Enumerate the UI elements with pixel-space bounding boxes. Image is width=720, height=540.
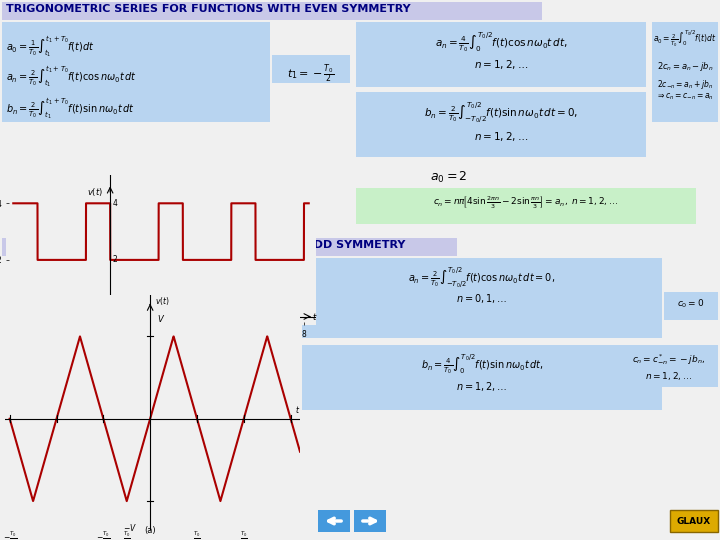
Text: $t$: $t$ — [295, 403, 300, 415]
Bar — [272, 55, 350, 83]
Text: 2: 2 — [112, 255, 117, 265]
Bar — [2, 2, 542, 20]
Text: $t$: $t$ — [312, 311, 318, 322]
Bar — [652, 22, 718, 122]
Text: 4: 4 — [112, 199, 117, 208]
Bar — [354, 510, 386, 532]
Text: $n = 1,2,\ldots$: $n = 1,2,\ldots$ — [474, 58, 528, 71]
Bar — [670, 510, 718, 532]
Text: $-V$: $-V$ — [122, 522, 137, 533]
Text: $b_n = \frac{2}{T_0}\int_{-T_0/2}^{T_0/2} f(t)\sin n\omega_0 t\,dt = 0,$: $b_n = \frac{2}{T_0}\int_{-T_0/2}^{T_0/2… — [424, 100, 578, 125]
Bar — [2, 22, 270, 122]
Text: $v(t)$: $v(t)$ — [155, 295, 170, 307]
Bar — [356, 188, 696, 224]
Text: $a_n = \frac{2}{T_0}\int_{t_1}^{t_1+T_0} f(t)\cos n\omega_0 t\,dt$: $a_n = \frac{2}{T_0}\int_{t_1}^{t_1+T_0}… — [6, 64, 137, 89]
Text: $\frac{T_0}{4}$: $\frac{T_0}{4}$ — [123, 530, 130, 540]
Text: $t_1 = -\frac{T_0}{2}$: $t_1 = -\frac{T_0}{2}$ — [287, 62, 335, 85]
Bar — [356, 22, 646, 87]
Text: TRIGONOMETRIC SERIES FOR FUNCTIONS WITH ODD SYMMETRY: TRIGONOMETRIC SERIES FOR FUNCTIONS WITH … — [6, 240, 405, 250]
Text: $n = 0,1,\ldots$: $n = 0,1,\ldots$ — [456, 292, 508, 305]
Text: $n = 1,2,\ldots$: $n = 1,2,\ldots$ — [474, 130, 528, 143]
Bar — [302, 345, 662, 410]
Text: $V$: $V$ — [157, 313, 165, 324]
Bar — [302, 258, 662, 338]
Text: $-\frac{T_0}{4}$: $-\frac{T_0}{4}$ — [96, 530, 110, 540]
Text: $a_0 = \frac{2}{T_0}\int_0^{T_0/2} f(t)dt$: $a_0 = \frac{2}{T_0}\int_0^{T_0/2} f(t)d… — [653, 28, 717, 49]
Text: $b_n = \frac{4}{T_0}\int_0^{T_0/2} f(t)\sin n\omega_0 t\,dt,$: $b_n = \frac{4}{T_0}\int_0^{T_0/2} f(t)\… — [420, 352, 544, 376]
Text: $\Rightarrow c_n = c_{-n} = a_n$: $\Rightarrow c_n = c_{-n} = a_n$ — [656, 92, 714, 103]
Text: GLAUX: GLAUX — [677, 516, 711, 525]
Text: $c_n = n\pi\!\left[4\sin\frac{2\pi n}{3} - 2\sin\frac{\pi n}{3}\right] = a_n,\; : $c_n = n\pi\!\left[4\sin\frac{2\pi n}{3}… — [433, 194, 618, 211]
Text: $2c_n = a_n - jb_n$: $2c_n = a_n - jb_n$ — [657, 60, 714, 73]
Bar — [620, 345, 718, 387]
Text: $a_0 = \frac{1}{T_0}\int_{t_1}^{t_1+T_0} f(t)dt$: $a_0 = \frac{1}{T_0}\int_{t_1}^{t_1+T_0}… — [6, 34, 94, 59]
Text: $2c_{-n} = a_n + jb_n$: $2c_{-n} = a_n + jb_n$ — [657, 78, 713, 91]
Bar — [356, 92, 646, 157]
Bar — [2, 238, 457, 256]
Text: $n = 1,2,\ldots$: $n = 1,2,\ldots$ — [645, 370, 693, 382]
Text: $a_n = \frac{2}{T_0}\int_{-T_0/2}^{T_0/2} f(t)\cos n\omega_0 t\,dt = 0,$: $a_n = \frac{2}{T_0}\int_{-T_0/2}^{T_0/2… — [408, 265, 556, 290]
Text: $\frac{T_0}{2}$: $\frac{T_0}{2}$ — [240, 530, 248, 540]
Text: $a_0 = 2$: $a_0 = 2$ — [430, 170, 467, 185]
Text: $c_0 = 0$: $c_0 = 0$ — [678, 298, 705, 310]
Text: $n = 1,2,\ldots$: $n = 1,2,\ldots$ — [456, 380, 508, 393]
Bar — [664, 292, 718, 320]
Text: $\frac{T_0}{4}$: $\frac{T_0}{4}$ — [193, 530, 201, 540]
Text: (a): (a) — [144, 526, 156, 535]
Text: $a_n = \frac{4}{T_0}\int_0^{T_0/2} f(t)\cos n\omega_0 t\,dt,$: $a_n = \frac{4}{T_0}\int_0^{T_0/2} f(t)\… — [435, 30, 567, 53]
Text: $b_n = \frac{2}{T_0}\int_{t_1}^{t_1+T_0} f(t)\sin n\omega_0 t\,dt$: $b_n = \frac{2}{T_0}\int_{t_1}^{t_1+T_0}… — [6, 96, 135, 121]
Bar — [318, 510, 350, 532]
Text: $c_n = c^*_{-n} = -jb_n,$: $c_n = c^*_{-n} = -jb_n,$ — [632, 352, 706, 367]
Text: TRIGONOMETRIC SERIES FOR FUNCTIONS WITH EVEN SYMMETRY: TRIGONOMETRIC SERIES FOR FUNCTIONS WITH … — [6, 4, 410, 14]
Text: $v(t)$: $v(t)$ — [87, 186, 103, 198]
Text: $-\frac{T_0}{2}$: $-\frac{T_0}{2}$ — [3, 530, 17, 540]
